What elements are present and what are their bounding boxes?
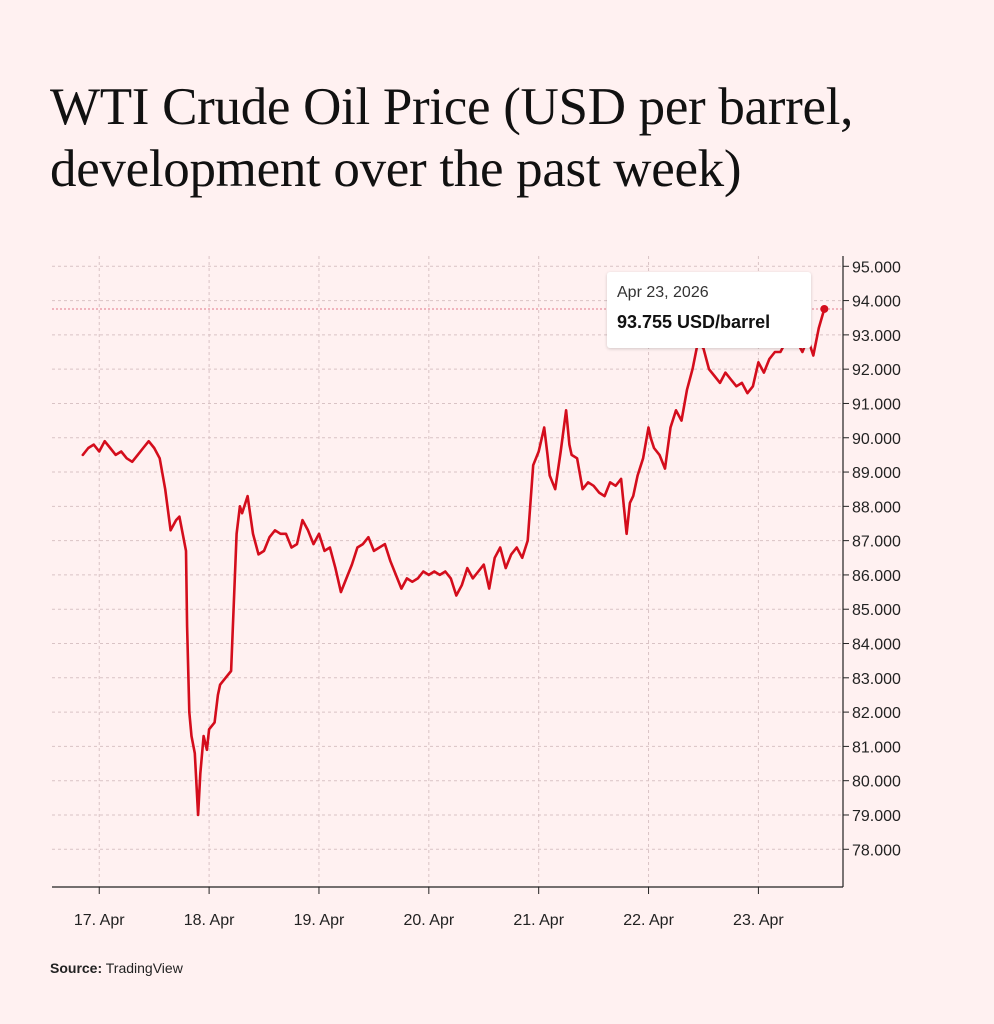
x-axis-ticks: 17. Apr 18. Apr 19. Apr 20. Apr 21. Apr 22. A… <box>74 887 784 929</box>
y-tick-label: 86.000 <box>852 568 901 585</box>
y-tick-label: 82.000 <box>852 705 901 722</box>
last-price-marker[interactable] <box>820 304 829 313</box>
x-tick-label: 17. Apr <box>74 912 125 929</box>
y-tick-label: 91.000 <box>852 396 901 413</box>
source-note: Source: TradingView <box>50 960 183 976</box>
tooltip-value: 93.755 USD/barrel <box>617 312 771 332</box>
source-value: TradingView <box>105 960 183 976</box>
source-label: Source: <box>50 960 103 976</box>
y-tick-label: 83.000 <box>852 671 901 688</box>
x-tick-label: 18. Apr <box>184 912 235 929</box>
y-tick-label: 85.000 <box>852 602 901 619</box>
price-series-line <box>81 307 826 817</box>
x-tick-label: 21. Apr <box>513 912 564 929</box>
y-tick-label: 87.000 <box>852 534 901 551</box>
x-tick-label: 20. Apr <box>403 912 454 929</box>
price-tooltip: Apr 23, 2026 93.755 USD/barrel <box>607 272 811 348</box>
y-tick-label: 93.000 <box>852 328 901 345</box>
horizontal-gridlines <box>52 265 843 850</box>
tooltip-date: Apr 23, 2026 <box>617 284 709 301</box>
y-tick-label: 84.000 <box>852 637 901 654</box>
y-tick-label: 92.000 <box>852 362 901 379</box>
y-tick-label: 81.000 <box>852 739 901 756</box>
chart-title: WTI Crude Oil Price (USD per barrel, dev… <box>50 78 854 198</box>
x-tick-label: 22. Apr <box>623 912 674 929</box>
chart-axes <box>52 256 844 888</box>
y-tick-label: 95.000 <box>852 259 901 276</box>
y-tick-label: 78.000 <box>852 842 901 859</box>
y-tick-label: 89.000 <box>852 465 901 482</box>
y-tick-label: 79.000 <box>852 808 901 825</box>
x-tick-label: 23. Apr <box>733 912 784 929</box>
y-tick-label: 80.000 <box>852 774 901 791</box>
y-tick-label: 90.000 <box>852 431 901 448</box>
y-axis-ticks: 95.000 94.000 93.000 92.000 91.000 90.000 89.0… <box>843 259 901 859</box>
y-tick-label: 88.000 <box>852 499 901 516</box>
y-tick-label: 94.000 <box>852 294 901 311</box>
x-tick-label: 19. Apr <box>294 912 345 929</box>
